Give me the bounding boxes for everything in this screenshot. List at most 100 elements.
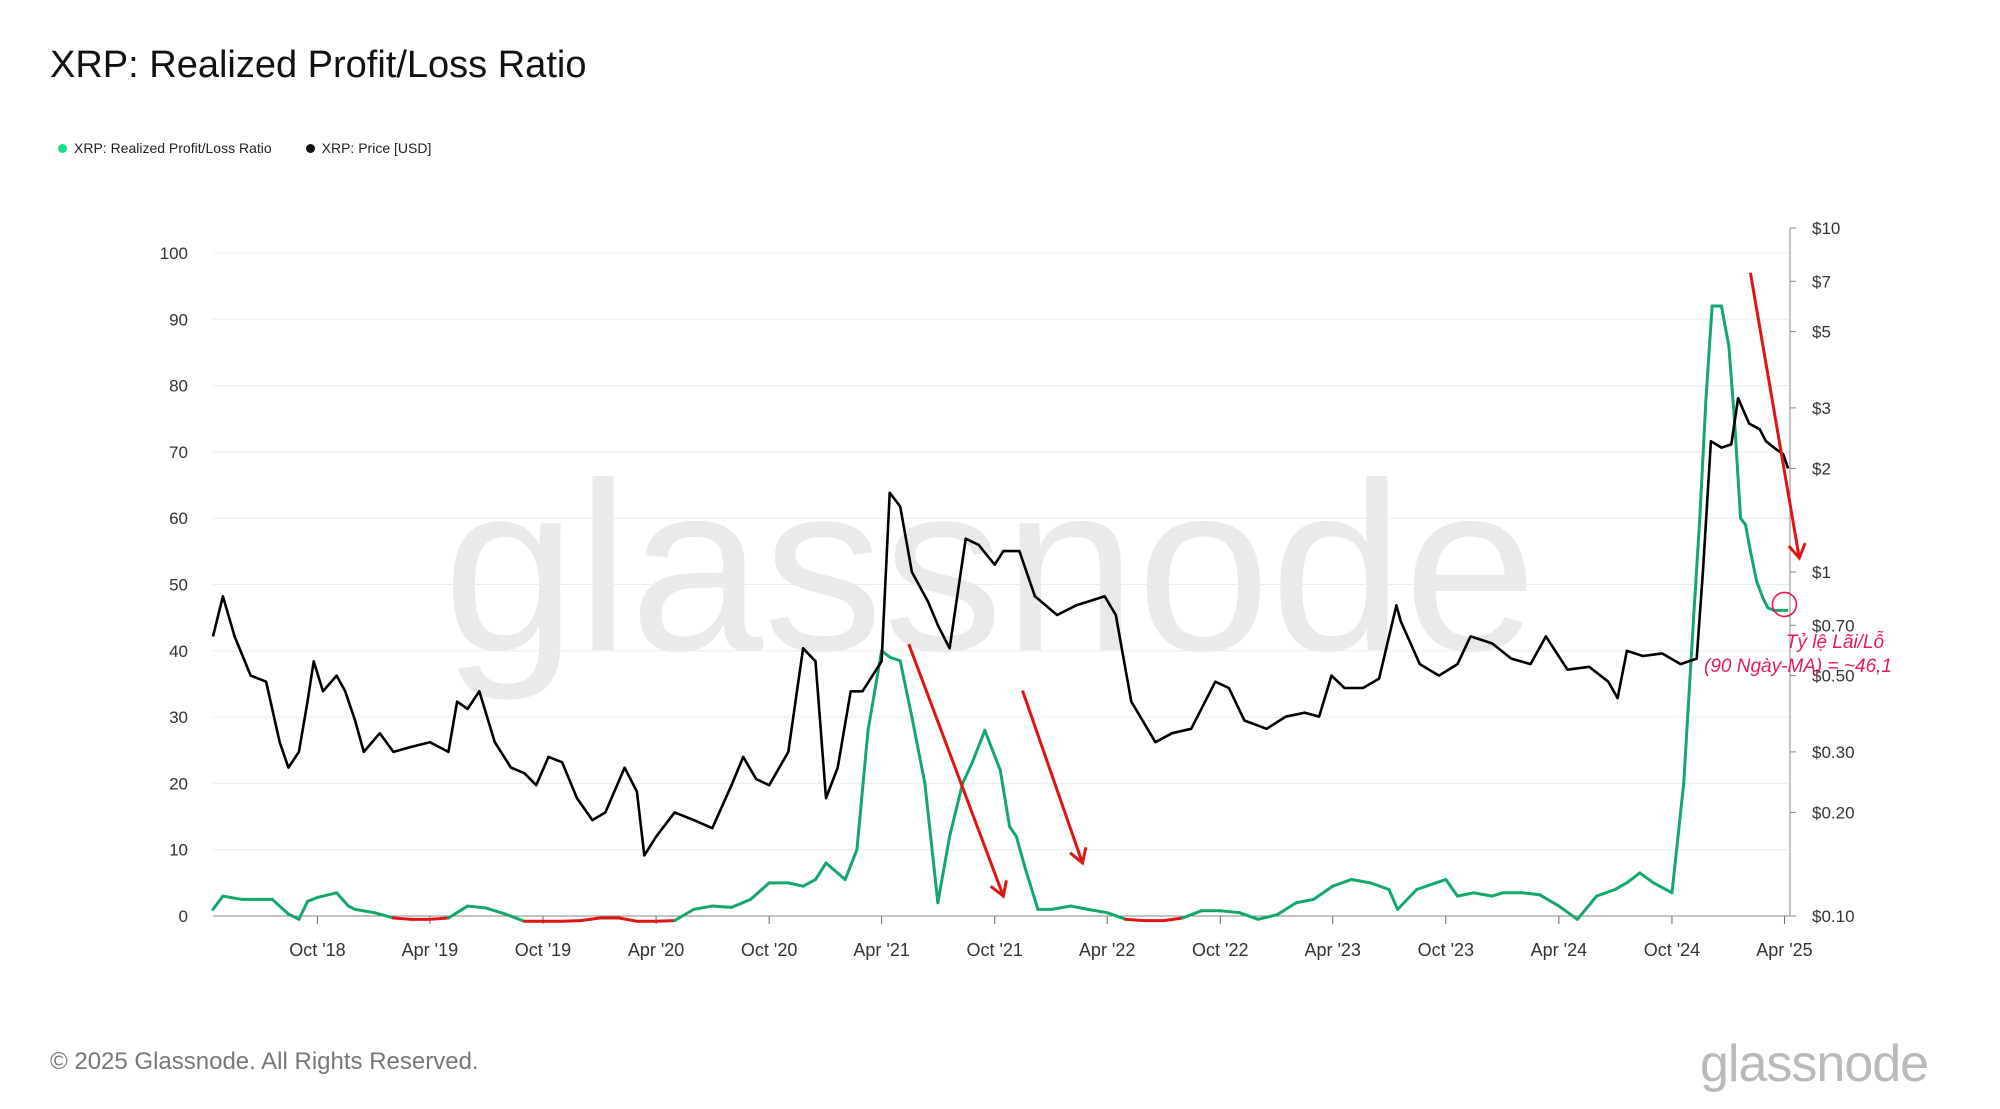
ratio-line-segment bbox=[1014, 834, 1028, 872]
ratio-line-segment bbox=[1008, 824, 1018, 838]
ratio-line-segment bbox=[749, 881, 771, 901]
ratio-line-segment bbox=[1613, 881, 1629, 891]
ratio-line-segment bbox=[560, 919, 583, 923]
right-tick-label: $7 bbox=[1812, 272, 1831, 291]
ratio-line-segment bbox=[910, 715, 927, 785]
brand-logo: glassnode bbox=[1700, 1035, 1929, 1093]
ratio-line-segment bbox=[503, 912, 526, 923]
ratio-line-segment bbox=[983, 728, 1002, 772]
ratio-line-segment bbox=[936, 834, 952, 905]
ratio-line-segment bbox=[446, 904, 470, 920]
ratio-line-segment bbox=[211, 894, 225, 911]
red-arrow bbox=[1021, 690, 1084, 864]
ratio-line-segment bbox=[1595, 887, 1617, 898]
x-tick-label: Oct '24 bbox=[1644, 940, 1700, 960]
left-tick-label: 80 bbox=[169, 377, 188, 396]
annotation-line-2: (90 Ngày-MA) = ~46,1 bbox=[1704, 656, 1892, 677]
left-tick-label: 90 bbox=[169, 310, 188, 329]
ratio-line-segment bbox=[1538, 893, 1561, 908]
ratio-line-segment bbox=[1698, 397, 1708, 520]
ratio-line-segment bbox=[1520, 891, 1542, 897]
ratio-line-segment bbox=[729, 897, 753, 909]
x-tick-label: Apr '21 bbox=[853, 940, 909, 960]
left-tick-label: 100 bbox=[160, 244, 188, 263]
ratio-line-segment bbox=[335, 891, 350, 908]
series-price bbox=[211, 396, 1790, 857]
ratio-line-segment bbox=[1387, 887, 1400, 911]
left-tick-label: 0 bbox=[179, 907, 188, 926]
ratio-line-segment bbox=[1396, 887, 1419, 911]
ratio-line-segment bbox=[1444, 878, 1460, 898]
x-tick-label: Apr '25 bbox=[1756, 940, 1812, 960]
left-tick-label: 20 bbox=[169, 774, 188, 793]
legend-label-price: XRP: Price [USD] bbox=[321, 140, 432, 156]
ratio-line-segment bbox=[1368, 881, 1391, 891]
right-tick-label: $3 bbox=[1812, 399, 1831, 418]
x-tick-label: Oct '18 bbox=[289, 940, 345, 960]
red-arrow-head bbox=[989, 880, 1008, 899]
ratio-line-segment bbox=[710, 904, 733, 909]
legend-item-price[interactable]: XRP: Price [USD] bbox=[305, 140, 432, 156]
series-ratio bbox=[211, 304, 1789, 923]
ratio-line-segment bbox=[306, 895, 319, 903]
price-line bbox=[211, 396, 1790, 857]
x-tick-label: Apr '23 bbox=[1304, 940, 1360, 960]
left-tick-label: 40 bbox=[169, 642, 188, 661]
highlight-circle bbox=[1771, 591, 1798, 618]
ratio-line-segment bbox=[617, 916, 639, 923]
right-tick-label: $0.10 bbox=[1812, 907, 1855, 926]
ratio-line-segment bbox=[855, 728, 870, 852]
axes: 0 10 20 30 40 50 60 70 80 90 100 Oct '18 Apr '19 Oct … bbox=[160, 219, 1855, 960]
ratio-line-segment bbox=[1312, 884, 1335, 901]
ratio-line-segment bbox=[1086, 907, 1109, 915]
ratio-line-segment bbox=[1719, 304, 1731, 348]
ratio-line-segment bbox=[270, 897, 290, 916]
ratio-line-segment bbox=[1670, 781, 1686, 895]
ratio-line-segment bbox=[1275, 901, 1298, 917]
ratio-line-segment bbox=[843, 848, 859, 882]
legend-label-ratio: XRP: Realized Profit/Loss Ratio bbox=[74, 140, 272, 156]
ratio-line-segment bbox=[1744, 523, 1752, 553]
right-tick-label: $1 bbox=[1812, 563, 1831, 582]
ratio-line-segment bbox=[1472, 891, 1494, 898]
red-arrow bbox=[1748, 272, 1801, 559]
ratio-line-segment bbox=[484, 906, 507, 916]
ratio-line-segment bbox=[1575, 894, 1599, 921]
ratio-line-segment bbox=[221, 894, 244, 901]
ratio-line-segment bbox=[315, 891, 339, 899]
right-tick-label: $2 bbox=[1812, 459, 1831, 478]
grid bbox=[213, 252, 1790, 917]
ratio-line-segment bbox=[970, 728, 987, 766]
legend-item-ratio[interactable]: XRP: Realized Profit/Loss Ratio bbox=[58, 140, 272, 156]
ratio-line-segment bbox=[1218, 909, 1241, 915]
legend: XRP: Realized Profit/Loss Ratio XRP: Pri… bbox=[58, 140, 431, 156]
ratio-line-segment bbox=[1124, 917, 1147, 923]
ratio-line-segment bbox=[998, 768, 1012, 828]
ratio-line-segment bbox=[673, 907, 696, 923]
ratio-line-segment bbox=[1331, 878, 1353, 888]
ratio-line-segment bbox=[801, 878, 817, 888]
right-tick-label: $0.20 bbox=[1812, 803, 1855, 822]
ratio-line-segment bbox=[1755, 579, 1765, 600]
annotations bbox=[907, 272, 1807, 899]
copyright-footer: © 2025 Glassnode. All Rights Reserved. bbox=[50, 1048, 479, 1075]
x-tick-label: Oct '20 bbox=[741, 940, 797, 960]
ratio-line-segment bbox=[1105, 911, 1128, 921]
ratio-line-segment bbox=[1682, 616, 1696, 785]
left-tick-label: 60 bbox=[169, 509, 188, 528]
ratio-line-segment bbox=[1625, 871, 1642, 885]
ratio-line-segment bbox=[1748, 549, 1759, 583]
x-tick-label: Oct '22 bbox=[1192, 940, 1248, 960]
ratio-line-segment bbox=[888, 655, 902, 663]
right-tick-label: $0.30 bbox=[1812, 743, 1855, 762]
left-tick-label: 30 bbox=[169, 708, 188, 727]
right-tick-label: $0.70 bbox=[1812, 616, 1855, 635]
ratio-line-segment bbox=[1294, 897, 1316, 905]
ratio-line-segment bbox=[824, 861, 847, 882]
ratio-line-segment bbox=[948, 781, 965, 838]
ratio-line-segment bbox=[372, 911, 395, 920]
ratio-line-segment bbox=[1638, 871, 1655, 885]
ratio-line-segment bbox=[1415, 881, 1438, 891]
red-arrow-head bbox=[1069, 847, 1088, 866]
